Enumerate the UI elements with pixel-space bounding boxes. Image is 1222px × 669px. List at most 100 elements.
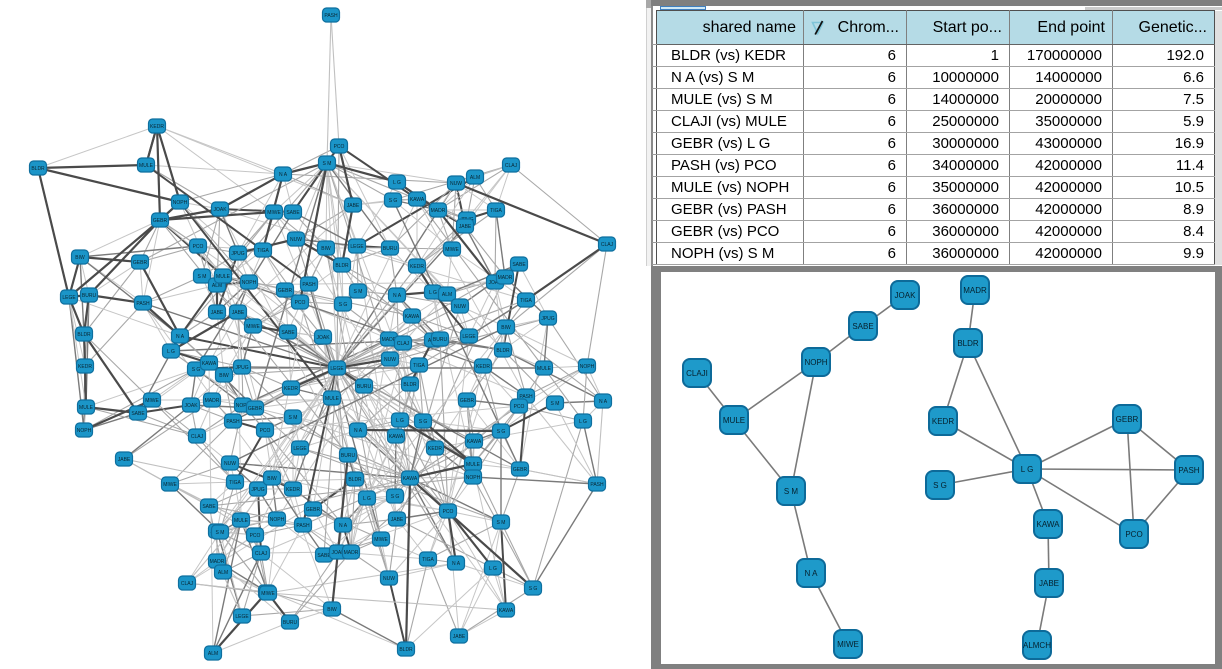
svg-text:NUW: NUW bbox=[384, 357, 396, 363]
svg-text:MULE: MULE bbox=[325, 396, 340, 402]
svg-text:MADR: MADR bbox=[382, 337, 397, 343]
svg-text:BLDR: BLDR bbox=[348, 477, 362, 483]
svg-text:TIGA: TIGA bbox=[490, 208, 502, 214]
svg-text:KEDR: KEDR bbox=[286, 487, 300, 493]
svg-text:MIWE: MIWE bbox=[145, 398, 159, 404]
svg-text:JOAK: JOAK bbox=[184, 403, 198, 409]
svg-text:BLDR: BLDR bbox=[31, 166, 45, 172]
svg-text:MULE: MULE bbox=[466, 462, 481, 468]
svg-text:S G: S G bbox=[389, 198, 398, 204]
svg-text:LEGE: LEGE bbox=[62, 295, 76, 301]
svg-text:LEGE: LEGE bbox=[462, 334, 476, 340]
svg-text:BURU: BURU bbox=[82, 293, 97, 299]
svg-text:JABE: JABE bbox=[391, 517, 404, 523]
svg-text:TIGA: TIGA bbox=[520, 298, 532, 304]
svg-text:MIWE: MIWE bbox=[261, 591, 275, 597]
svg-text:BURU: BURU bbox=[357, 384, 372, 390]
svg-text:SABE: SABE bbox=[852, 322, 873, 331]
svg-text:JOAK: JOAK bbox=[213, 207, 227, 213]
svg-text:L G: L G bbox=[167, 349, 175, 355]
svg-text:BIW: BIW bbox=[267, 476, 277, 482]
svg-text:GEBR: GEBR bbox=[1116, 415, 1139, 424]
svg-text:CLAJ: CLAJ bbox=[181, 581, 194, 587]
svg-text:KEDR: KEDR bbox=[150, 124, 164, 130]
svg-text:S G: S G bbox=[497, 429, 506, 435]
svg-text:JABE: JABE bbox=[347, 203, 360, 209]
svg-text:JOAK: JOAK bbox=[895, 291, 917, 300]
svg-text:S G: S G bbox=[339, 302, 348, 308]
svg-text:ALM: ALM bbox=[212, 283, 222, 289]
svg-text:PCO: PCO bbox=[334, 144, 345, 150]
svg-text:L G: L G bbox=[393, 180, 401, 186]
svg-text:MADR: MADR bbox=[498, 275, 513, 281]
svg-text:CLAJ: CLAJ bbox=[505, 163, 518, 169]
svg-text:PCO: PCO bbox=[514, 404, 525, 410]
svg-text:GEBR: GEBR bbox=[278, 288, 293, 294]
svg-text:S M: S M bbox=[216, 530, 225, 536]
svg-text:TIGA: TIGA bbox=[257, 248, 269, 254]
svg-text:KEDR: KEDR bbox=[476, 364, 490, 370]
svg-text:KAWA: KAWA bbox=[403, 476, 418, 482]
svg-text:JPUG: JPUG bbox=[251, 487, 264, 493]
svg-text:S M: S M bbox=[354, 289, 363, 295]
svg-text:MIWE: MIWE bbox=[163, 482, 177, 488]
svg-text:N A: N A bbox=[393, 293, 402, 299]
svg-text:JABE: JABE bbox=[1039, 579, 1059, 588]
svg-text:NOPH: NOPH bbox=[77, 428, 92, 434]
svg-text:NUW: NUW bbox=[454, 304, 466, 310]
svg-text:JPUG: JPUG bbox=[541, 316, 554, 322]
svg-text:LEGE: LEGE bbox=[330, 366, 344, 372]
svg-text:S M: S M bbox=[497, 520, 506, 526]
svg-text:MULE: MULE bbox=[234, 518, 249, 524]
svg-text:L G: L G bbox=[1021, 465, 1034, 474]
svg-text:BIW: BIW bbox=[75, 255, 85, 261]
svg-text:GEBR: GEBR bbox=[513, 467, 528, 473]
svg-text:NOPH: NOPH bbox=[270, 517, 285, 523]
svg-text:KEDR: KEDR bbox=[284, 386, 298, 392]
svg-text:PCO: PCO bbox=[1125, 530, 1142, 539]
svg-text:JPUG: JPUG bbox=[235, 365, 248, 371]
svg-text:NOPH: NOPH bbox=[242, 280, 257, 286]
svg-text:BURU: BURU bbox=[341, 453, 356, 459]
svg-text:GEBR: GEBR bbox=[248, 406, 263, 412]
svg-text:KEDR: KEDR bbox=[410, 264, 424, 270]
svg-text:GEBR: GEBR bbox=[306, 507, 321, 513]
svg-text:JABE: JABE bbox=[211, 310, 224, 316]
svg-text:LEGE: LEGE bbox=[293, 446, 307, 452]
svg-text:CLAJ: CLAJ bbox=[397, 341, 410, 347]
svg-text:MIWE: MIWE bbox=[445, 247, 459, 253]
svg-text:N A: N A bbox=[339, 523, 348, 529]
svg-text:S M: S M bbox=[289, 415, 298, 421]
svg-text:NOPH: NOPH bbox=[580, 364, 595, 370]
svg-text:BIW: BIW bbox=[501, 325, 511, 331]
svg-text:PASH: PASH bbox=[590, 482, 604, 488]
svg-text:TIGA: TIGA bbox=[413, 363, 425, 369]
svg-text:KAWA: KAWA bbox=[202, 361, 217, 367]
svg-text:N A: N A bbox=[452, 561, 461, 567]
svg-text:PCO: PCO bbox=[295, 300, 306, 306]
svg-text:GEBR: GEBR bbox=[133, 260, 148, 266]
svg-text:NOPH: NOPH bbox=[804, 358, 827, 367]
svg-text:JABE: JABE bbox=[453, 634, 466, 640]
svg-text:MULE: MULE bbox=[216, 274, 231, 280]
svg-text:PCO: PCO bbox=[250, 533, 261, 539]
svg-text:JABE: JABE bbox=[118, 457, 131, 463]
svg-text:NUW: NUW bbox=[383, 576, 395, 582]
svg-text:BLDR: BLDR bbox=[335, 263, 349, 269]
svg-text:BURU: BURU bbox=[383, 246, 398, 252]
svg-text:PCO: PCO bbox=[443, 509, 454, 515]
svg-text:ALM: ALM bbox=[470, 175, 480, 181]
svg-text:SABE: SABE bbox=[202, 504, 216, 510]
svg-text:MULE: MULE bbox=[139, 163, 154, 169]
svg-text:MULE: MULE bbox=[537, 366, 552, 372]
svg-text:KAWA: KAWA bbox=[389, 434, 404, 440]
svg-text:BLDR: BLDR bbox=[77, 332, 91, 338]
svg-text:L G: L G bbox=[489, 566, 497, 572]
svg-text:BLDR: BLDR bbox=[403, 382, 417, 388]
svg-text:ALM: ALM bbox=[442, 292, 452, 298]
svg-text:ALM: ALM bbox=[218, 570, 228, 576]
svg-text:PASH: PASH bbox=[1178, 466, 1199, 475]
svg-text:KEDR: KEDR bbox=[78, 364, 92, 370]
svg-text:N A: N A bbox=[279, 172, 288, 178]
svg-text:S G: S G bbox=[391, 494, 400, 500]
